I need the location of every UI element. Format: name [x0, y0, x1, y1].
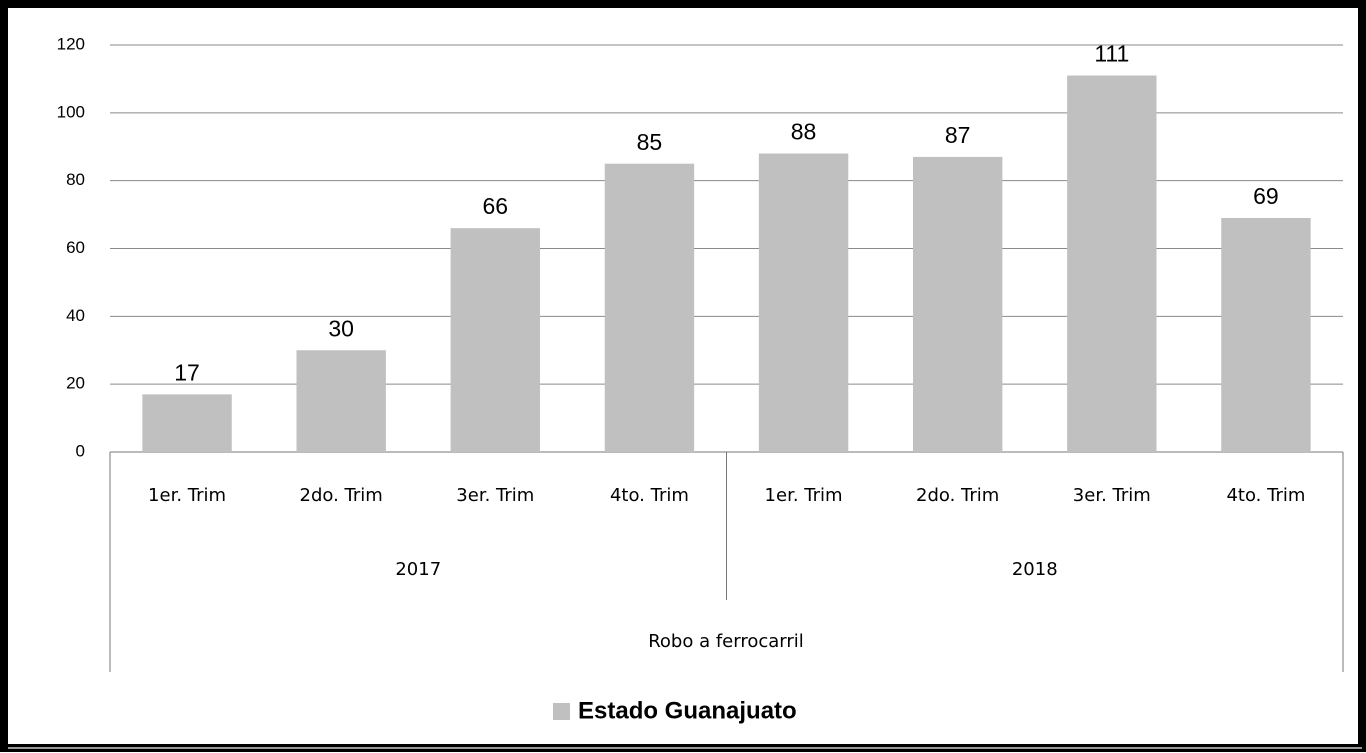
y-tick-label: 100 — [57, 102, 85, 121]
x-tick-label: 4to. Trim — [1226, 485, 1305, 506]
group-label: 2018 — [1012, 559, 1058, 580]
bar — [1067, 75, 1157, 453]
y-tick-label: 40 — [66, 306, 85, 325]
x-tick-label: 3er. Trim — [1073, 485, 1151, 506]
y-tick-label: 120 — [57, 34, 85, 53]
group-label: 2017 — [395, 559, 441, 580]
legend-label: Estado Guanajuato — [578, 697, 797, 724]
data-label: 111 — [1094, 41, 1129, 67]
x-tick-label: 4to. Trim — [610, 485, 689, 506]
bar — [758, 153, 849, 453]
bar — [296, 350, 386, 452]
y-tick-label: 60 — [66, 238, 85, 257]
legend-swatch — [553, 703, 570, 720]
bar — [912, 156, 1003, 453]
data-label: 88 — [791, 119, 817, 145]
x-tick-label: 3er. Trim — [456, 485, 534, 506]
x-tick-label: 2do. Trim — [300, 485, 383, 506]
bar — [1221, 217, 1311, 452]
data-label: 17 — [174, 359, 200, 385]
y-tick-label: 80 — [66, 170, 85, 189]
data-label: 69 — [1253, 183, 1279, 209]
x-tick-label: 1er. Trim — [765, 485, 843, 506]
x-tick-label: 1er. Trim — [148, 485, 226, 506]
bar — [142, 394, 232, 452]
data-label: 87 — [945, 122, 971, 148]
y-tick-label: 0 — [76, 441, 85, 460]
y-tick-label: 20 — [66, 374, 85, 393]
data-label: 66 — [483, 193, 509, 219]
data-label: 85 — [637, 129, 663, 155]
data-label: 30 — [328, 315, 354, 341]
bar — [604, 163, 695, 453]
x-axis-label: Robo a ferrocarril — [648, 631, 804, 652]
x-tick-label: 2do. Trim — [916, 485, 999, 506]
bar — [450, 228, 541, 452]
